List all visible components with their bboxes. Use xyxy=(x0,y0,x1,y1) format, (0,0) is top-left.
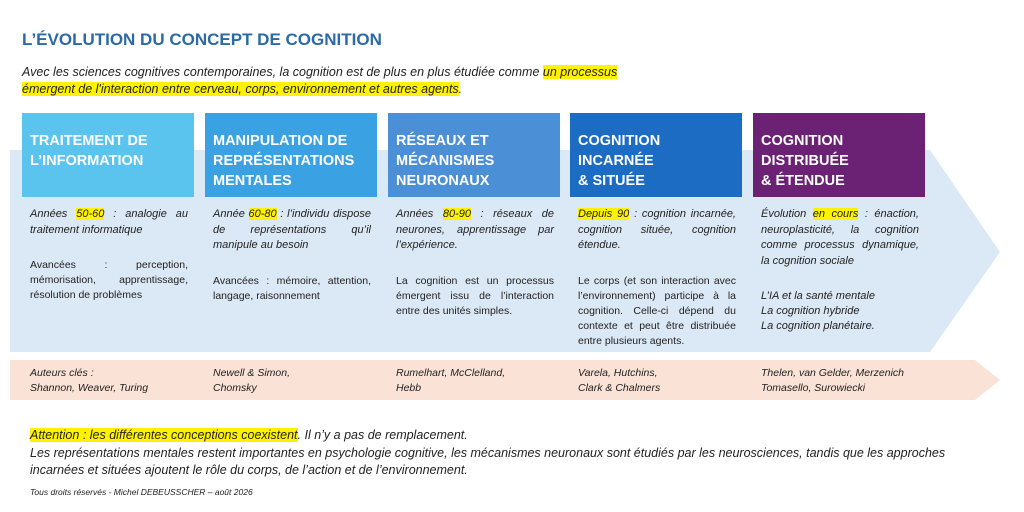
author-line: Varela, Hutchins, xyxy=(578,367,658,379)
authors: Rumelhart, McClelland, Hebb xyxy=(396,366,505,396)
header-line: MÉCANISMES xyxy=(396,153,495,169)
authors: Varela, Hutchins, Clark & Chalmers xyxy=(578,366,660,396)
period-text: : l’individu dispose de représentations … xyxy=(213,208,371,251)
header-line: COGNITION xyxy=(578,133,661,149)
period-text: : cognition incarnée, cognition située, … xyxy=(578,208,736,251)
detail-line: Avancées : mémoire, attention, langage, … xyxy=(213,274,371,302)
period-text: Années xyxy=(396,208,443,220)
detail-line: Avancées : perception, mémorisation, app… xyxy=(30,259,188,301)
period: Évolution en cours : énaction, neuroplas… xyxy=(761,207,919,269)
details: Avancées : mémoire, attention, langage, … xyxy=(213,274,371,304)
period: Années 80-90 : réseaux de neurones, appr… xyxy=(396,207,554,254)
intro: Avec les sciences cognitives contemporai… xyxy=(22,64,662,98)
intro-end: . xyxy=(458,82,463,96)
column-header: COGNITION INCARNÉE & SITUÉE xyxy=(570,113,742,197)
note-highlight: Attention : les différentes conceptions … xyxy=(30,428,298,442)
detail-line: L’IA et la santé mentale xyxy=(761,290,875,302)
column-body: Années 50-60 : analogie au traitement in… xyxy=(30,207,188,303)
column-header: TRAITEMENT DE L’INFORMATION xyxy=(22,113,194,197)
period-text: Évolution xyxy=(761,208,813,220)
period-text: Année xyxy=(213,208,249,220)
header-line: RÉSEAUX ET xyxy=(396,133,489,149)
column-header: MANIPULATION DE REPRÉSENTATIONS MENTALES xyxy=(205,113,377,197)
note: Attention : les différentes conceptions … xyxy=(30,427,990,480)
header-line: REPRÉSENTATIONS xyxy=(213,153,355,169)
detail-line: La cognition est un processus émergent i… xyxy=(396,274,554,317)
author-line: Chomsky xyxy=(213,382,257,394)
author-line: Hebb xyxy=(396,382,422,394)
column-body: Années 80-90 : réseaux de neurones, appr… xyxy=(396,207,554,319)
timeline-arrow xyxy=(10,150,1000,352)
header-line: & SITUÉE xyxy=(578,173,645,189)
author-line: Rumelhart, McClelland, xyxy=(396,367,506,379)
period-text: : réseaux de neurones, apprentissage par… xyxy=(396,208,554,251)
column-header: RÉSEAUX ET MÉCANISMES NEURONAUX xyxy=(388,113,560,197)
column-header: COGNITION DISTRIBUÉE & ÉTENDUE xyxy=(753,113,925,197)
column-body: Évolution en cours : énaction, neuroplas… xyxy=(761,207,919,334)
header-line: & ÉTENDUE xyxy=(761,173,845,189)
authors-band xyxy=(10,360,1000,400)
author-line: Shannon, Weaver, Turing xyxy=(30,382,149,394)
header-line: COGNITION xyxy=(761,133,844,149)
period-highlight: 60-80 xyxy=(248,208,277,220)
period: Années 50-60 : analogie au traitement in… xyxy=(30,207,188,238)
header-line: MANIPULATION DE xyxy=(213,133,348,149)
period-text: : énaction, neuroplasticité, la cognitio… xyxy=(761,208,919,267)
period-highlight: 80-90 xyxy=(442,208,471,220)
title: L’ÉVOLUTION DU CONCEPT DE COGNITION xyxy=(22,30,382,49)
header-line: TRAITEMENT DE xyxy=(30,133,148,149)
detail-line: La cognition planétaire. xyxy=(761,320,875,332)
details: Le corps (et son interaction avec l’envi… xyxy=(578,274,736,349)
period: Année 60-80 : l’individu dispose de repr… xyxy=(213,207,371,254)
author-line: Newell & Simon, xyxy=(213,367,291,379)
authors: Newell & Simon, Chomsky xyxy=(213,366,290,396)
author-line: Auteurs clés : xyxy=(30,367,94,379)
note-rest: . Il n’y a pas de remplacement. xyxy=(297,428,468,442)
author-line: Clark & Chalmers xyxy=(578,382,661,394)
intro-text: Avec les sciences cognitives contemporai… xyxy=(22,65,540,79)
detail-line: La cognition hybride xyxy=(761,305,860,317)
column-body: Année 60-80 : l’individu dispose de repr… xyxy=(213,207,371,304)
period: Depuis 90 : cognition incarnée, cognitio… xyxy=(578,207,736,254)
authors: Thelen, van Gelder, Merzenich Tomasello, … xyxy=(761,366,904,396)
details: L’IA et la santé mentale La cognition hyb… xyxy=(761,289,919,334)
period-text: : analogie au traitement informatique xyxy=(30,208,188,236)
period-highlight: 50-60 xyxy=(76,208,105,220)
credit: Tous droits réservés - Michel DEBEUSSCHE… xyxy=(30,487,253,497)
period-highlight: Depuis 90 xyxy=(578,208,630,220)
period-highlight: en cours xyxy=(812,208,859,220)
header-line: L’INFORMATION xyxy=(30,153,144,169)
column-body: Depuis 90 : cognition incarnée, cognitio… xyxy=(578,207,736,349)
details: La cognition est un processus émergent i… xyxy=(396,274,554,319)
authors: Auteurs clés : Shannon, Weaver, Turing xyxy=(30,366,148,396)
header-line: NEURONAUX xyxy=(396,173,490,189)
period-text: Années xyxy=(30,208,77,220)
note-body: Les représentations mentales restent imp… xyxy=(30,445,946,478)
author-line: Thelen, van Gelder, Merzenich xyxy=(761,367,904,379)
header-line: MENTALES xyxy=(213,173,292,189)
details: Avancées : perception, mémorisation, app… xyxy=(30,258,188,303)
header-line: INCARNÉE xyxy=(578,153,654,169)
author-line: Tomasello, Surowiecki xyxy=(761,382,866,394)
detail-line: Le corps (et son interaction avec l’envi… xyxy=(578,274,736,347)
header-line: DISTRIBUÉE xyxy=(761,153,849,169)
